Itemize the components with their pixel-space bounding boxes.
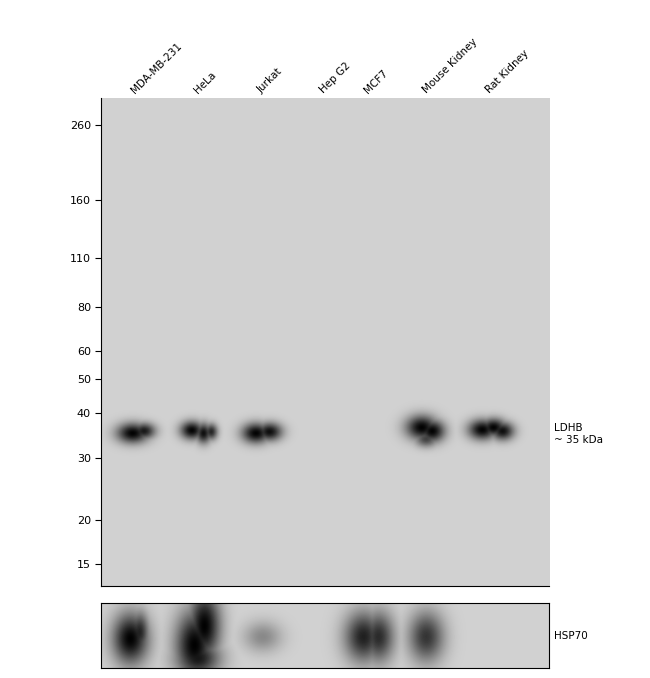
- Text: Rat Kidney: Rat Kidney: [484, 48, 530, 95]
- Text: MDA-MB-231: MDA-MB-231: [129, 41, 184, 95]
- Text: LDHB
~ 35 kDa: LDHB ~ 35 kDa: [554, 423, 603, 445]
- Text: MCF7: MCF7: [363, 68, 390, 95]
- Text: Mouse Kidney: Mouse Kidney: [421, 37, 480, 95]
- Text: Jurkat: Jurkat: [255, 66, 284, 95]
- Text: HeLa: HeLa: [192, 69, 218, 95]
- Text: Hep G2: Hep G2: [318, 60, 352, 95]
- Text: HSP70: HSP70: [554, 631, 588, 641]
